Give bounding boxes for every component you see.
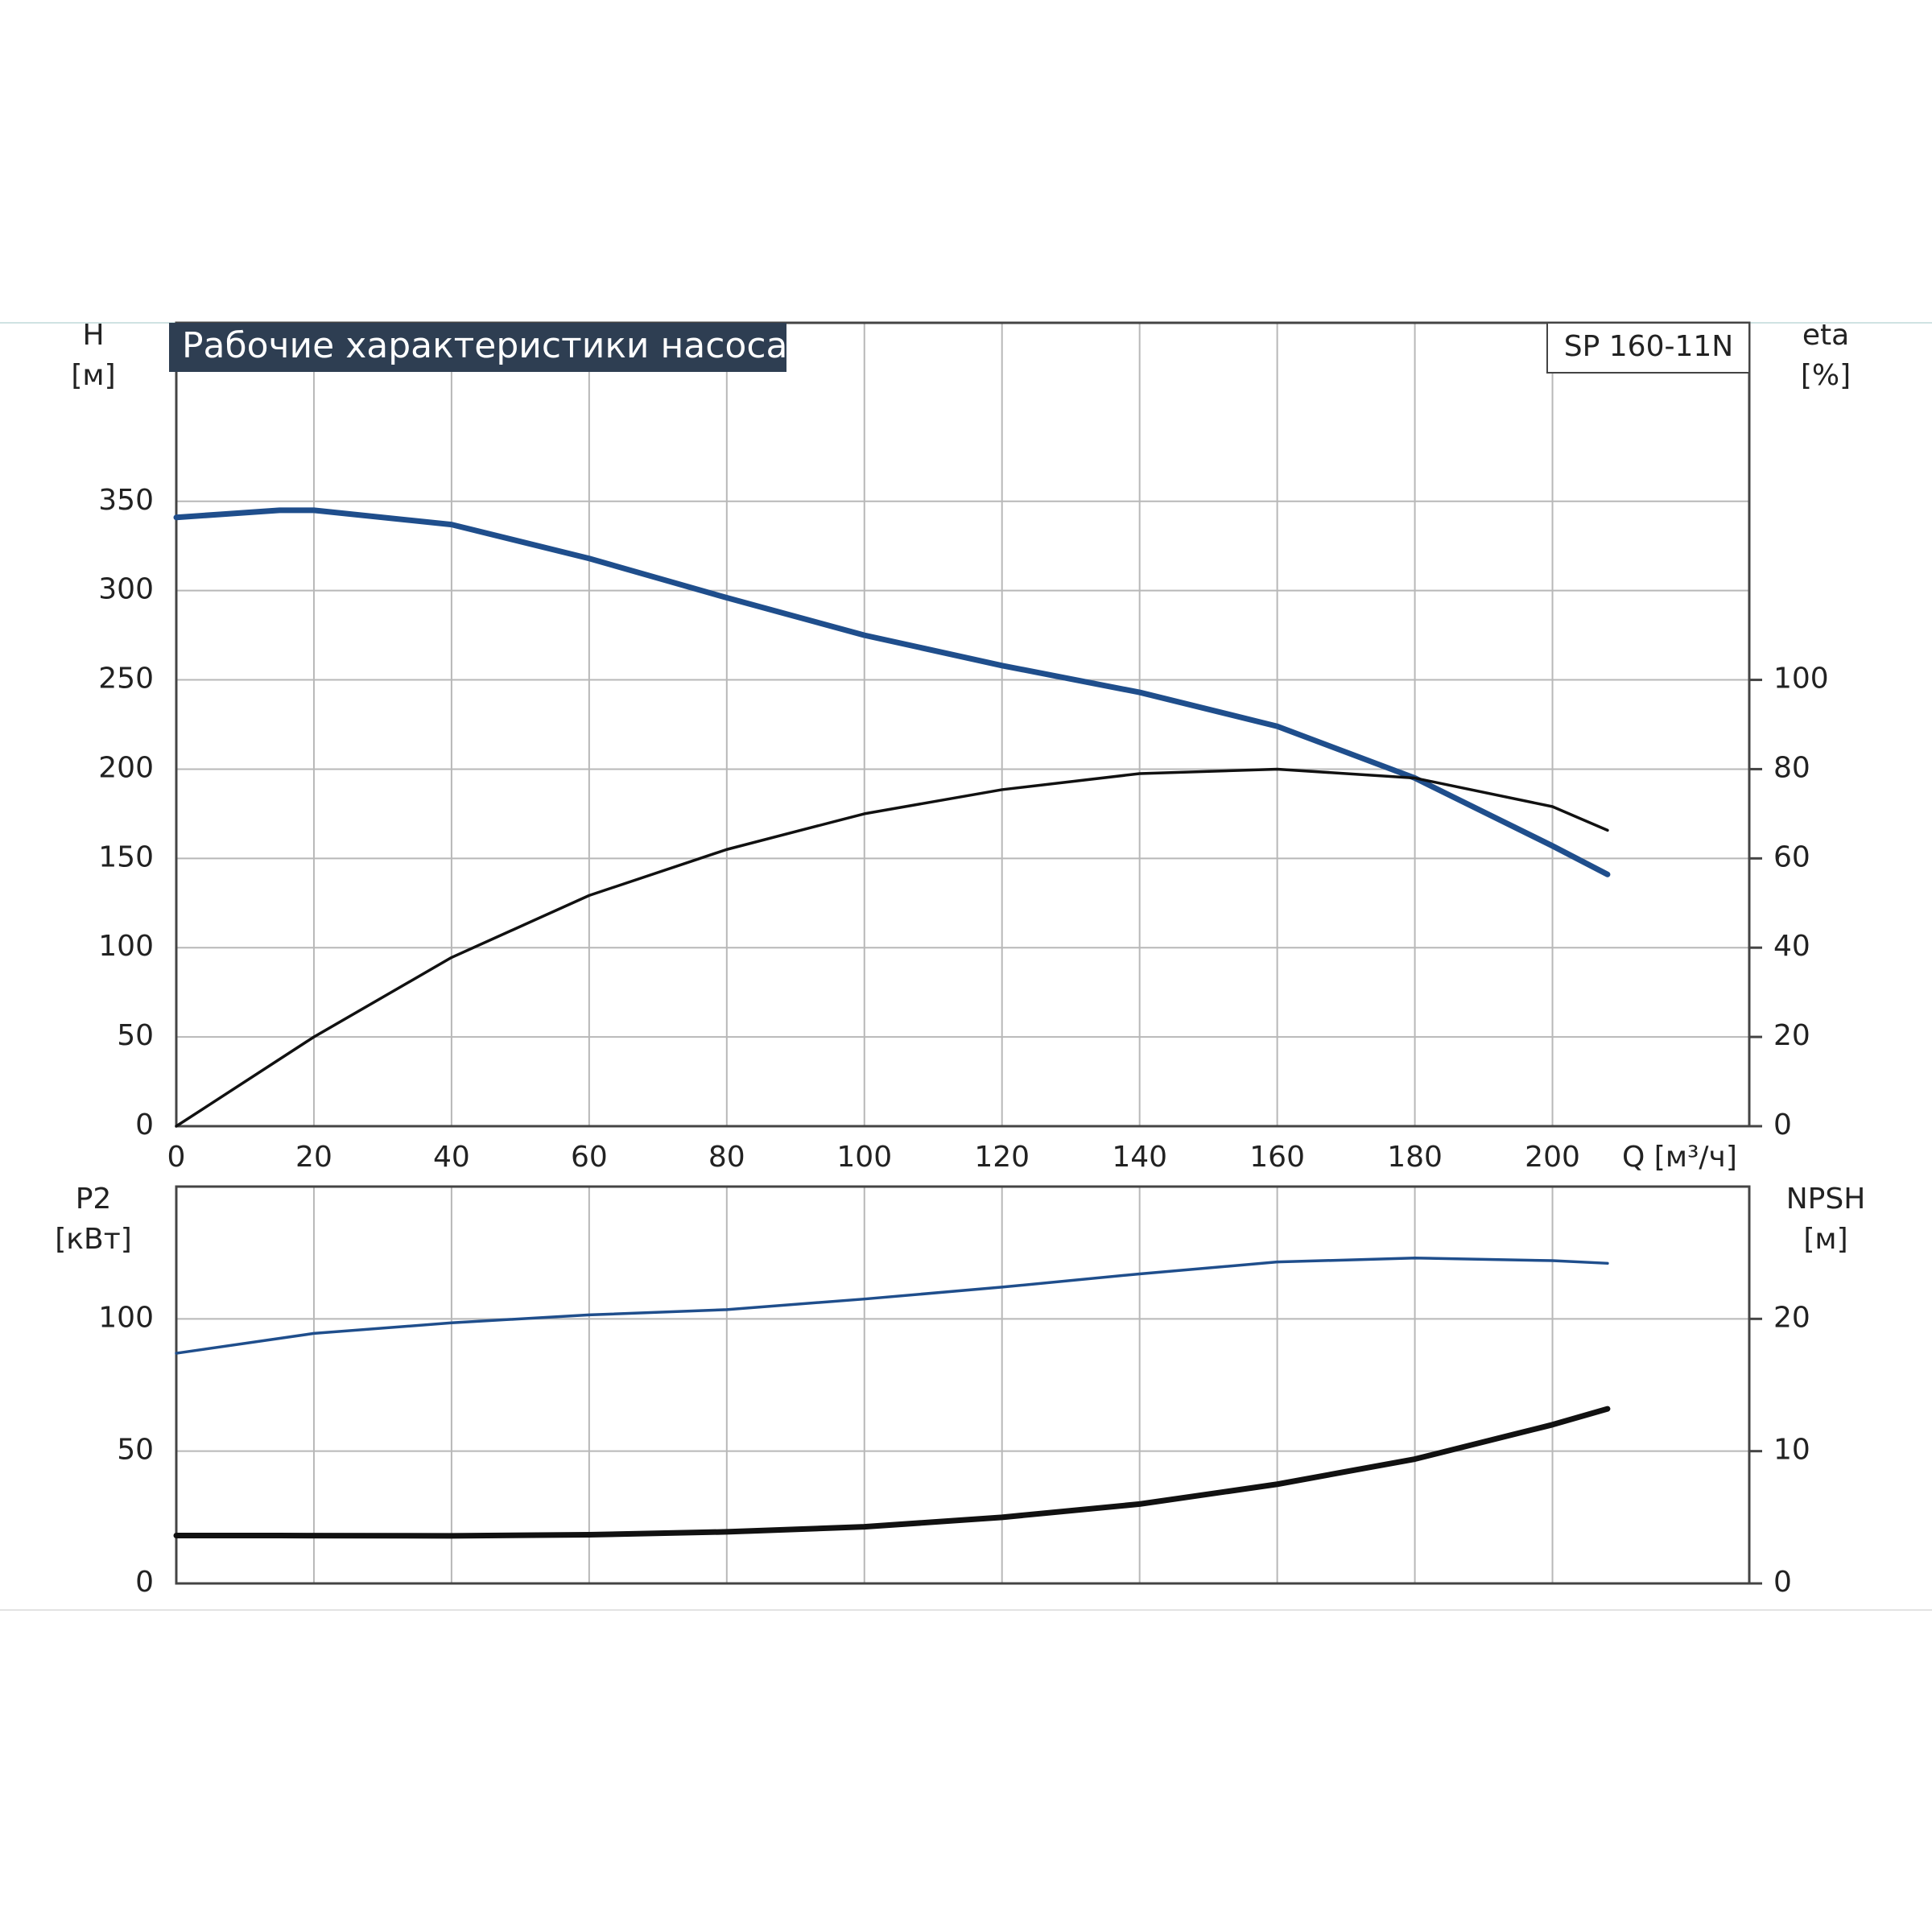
series-line bbox=[175, 1256, 1609, 1355]
y-tick-label: 0 bbox=[135, 1108, 154, 1141]
chart-title: Рабочие характеристики насоса bbox=[182, 325, 787, 366]
y-tick-label: 50 bbox=[117, 1019, 154, 1052]
y2-tick-label: 80 bbox=[1773, 751, 1810, 784]
y2-tick-label: 20 bbox=[1773, 1019, 1810, 1052]
y-tick-label: 100 bbox=[98, 930, 154, 963]
x-axis-label: Q [м³/ч] bbox=[1622, 1141, 1737, 1174]
series-line bbox=[175, 767, 1609, 1128]
y2-tick-label: 0 bbox=[1773, 1108, 1792, 1141]
y-tick-label: 250 bbox=[98, 663, 154, 696]
y2-axis-label: [%] bbox=[1801, 359, 1851, 392]
series-line bbox=[173, 507, 1611, 877]
x-tick-label: 120 bbox=[974, 1141, 1030, 1174]
model-label: SP 160-11N bbox=[1564, 330, 1733, 363]
y-axis-label: [м] bbox=[71, 359, 115, 392]
plot-frame bbox=[175, 1185, 1751, 1585]
x-tick-label: 40 bbox=[433, 1141, 470, 1174]
y2-tick-label: 60 bbox=[1773, 840, 1810, 873]
series-line bbox=[173, 1406, 1611, 1539]
x-tick-label: 0 bbox=[167, 1141, 186, 1174]
y-tick-label: 0 bbox=[135, 1566, 154, 1599]
y2-tick-label: 0 bbox=[1773, 1566, 1792, 1599]
y-tick-label: 350 bbox=[98, 484, 154, 517]
y2-axis-label: NPSH bbox=[1786, 1183, 1866, 1216]
x-tick-label: 80 bbox=[708, 1141, 745, 1174]
x-tick-label: 140 bbox=[1112, 1141, 1167, 1174]
y2-tick-label: 10 bbox=[1773, 1434, 1810, 1467]
y2-tick-label: 20 bbox=[1773, 1301, 1810, 1334]
x-tick-label: 20 bbox=[295, 1141, 332, 1174]
y-axis-label: P2 bbox=[76, 1183, 112, 1216]
y-tick-label: 300 bbox=[98, 573, 154, 606]
y-axis-label: [кВт] bbox=[55, 1223, 132, 1256]
y-tick-label: 150 bbox=[98, 840, 154, 873]
y2-tick-label: 40 bbox=[1773, 930, 1810, 963]
plot-frame bbox=[175, 321, 1751, 1128]
x-tick-label: 160 bbox=[1249, 1141, 1305, 1174]
y-tick-label: 50 bbox=[117, 1434, 154, 1467]
y-tick-label: 100 bbox=[98, 1301, 154, 1334]
y2-axis-label: eta bbox=[1802, 319, 1849, 352]
y2-tick-label: 100 bbox=[1773, 663, 1829, 696]
title-box bbox=[169, 323, 786, 372]
x-tick-label: 180 bbox=[1387, 1141, 1443, 1174]
model-box bbox=[1546, 322, 1750, 374]
x-tick-label: 200 bbox=[1525, 1141, 1580, 1174]
y-axis-label: H bbox=[82, 319, 104, 352]
y-tick-label: 200 bbox=[98, 751, 154, 784]
x-tick-label: 60 bbox=[571, 1141, 608, 1174]
x-tick-label: 100 bbox=[836, 1141, 892, 1174]
y2-axis-label: [м] bbox=[1803, 1223, 1847, 1256]
